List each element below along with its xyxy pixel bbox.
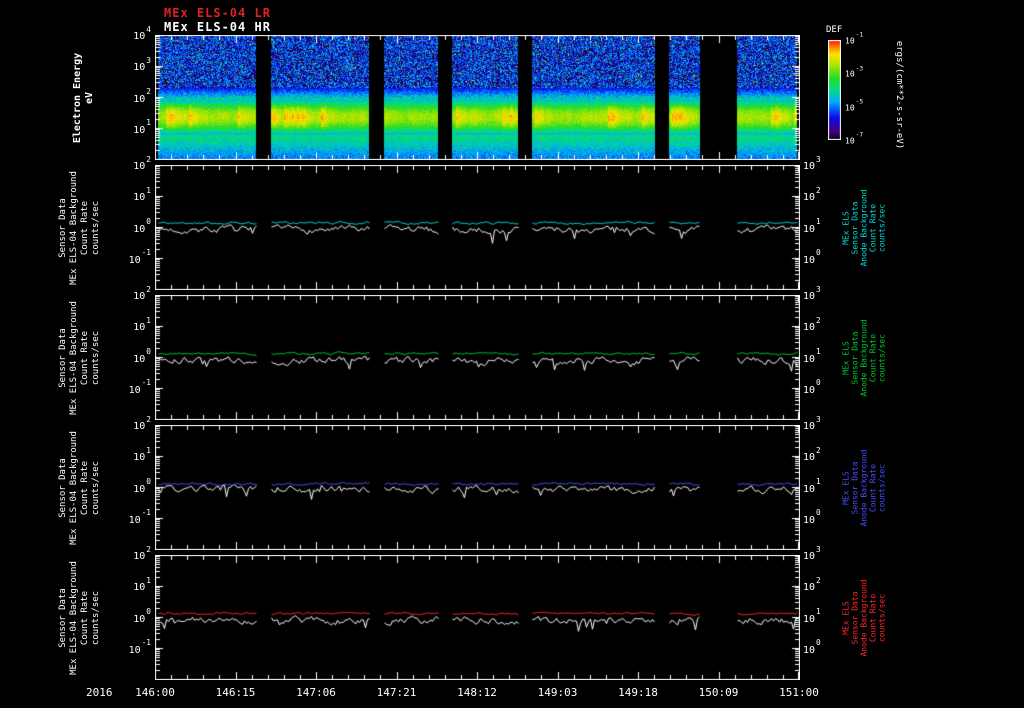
- x-axis-tick-label: 149:03: [537, 686, 578, 699]
- panel3-left-tick-label: 100: [133, 476, 151, 495]
- x-axis-tick-label: 147:06: [296, 686, 336, 699]
- panel1-right-axis-label: MEx ELS Sensor Data Anode Background Count …: [841, 188, 887, 267]
- plot-title-hr: MEx ELS-04 HR: [164, 20, 271, 34]
- panel1-right-tick-label: 101: [803, 216, 821, 235]
- panel1-left-axis-label: Sensor Data MEx ELS-04 Background Count Ra…: [58, 170, 101, 285]
- colorbar-unit-label: ergs/(cm**2-s-sr-eV): [894, 40, 904, 150]
- panel2-left-axis-label: Sensor Data MEx ELS-04 Background Count Ra…: [58, 300, 101, 415]
- panel3-right-tick-label: 100: [803, 508, 821, 526]
- plot-title-lr: MEx ELS-04 LR: [164, 6, 271, 20]
- spectrogram-ytick-label: 102: [133, 86, 151, 105]
- panel1-left-tick-label: 100: [133, 216, 151, 235]
- spectrogram-ytick-label: 104: [133, 24, 151, 43]
- panel2-right-tick-label: 100: [803, 378, 821, 396]
- panel3-left-tick-label: 102: [133, 414, 151, 433]
- panel4-left-tick-label: 101: [133, 575, 151, 594]
- panel4-left-tick-label: 100: [133, 606, 151, 625]
- panel2-left-tick-label: 101: [133, 315, 151, 334]
- panel4-right-tick-label: 101: [803, 606, 821, 625]
- x-axis-tick-label: 151:00: [779, 686, 819, 699]
- panel2-right-tick-label: 102: [803, 315, 821, 334]
- panel2-right-tick-label: 101: [803, 346, 821, 365]
- x-axis-tick-label: 149:18: [618, 686, 658, 699]
- panel3-left-axis-label: Sensor Data MEx ELS-04 Background Count Ra…: [58, 430, 101, 545]
- panel2-right-tick-label: 103: [803, 284, 821, 303]
- colorbar-title: DEF: [826, 25, 843, 35]
- line-panel-canvas-1: [155, 165, 800, 290]
- x-axis-year-label: 2016: [86, 686, 113, 699]
- panel3-right-tick-label: 102: [803, 445, 821, 464]
- colorbar-tick-label: 10-3: [845, 65, 864, 79]
- x-axis-tick-label: 148:12: [457, 686, 497, 699]
- colorbar-tick-label: 10-7: [845, 131, 864, 146]
- panel4-right-tick-label: 102: [803, 575, 821, 594]
- line-panel-canvas-3: [155, 425, 800, 550]
- panel4-right-tick-label: 100: [803, 638, 821, 656]
- line-panel-canvas-2: [155, 295, 800, 420]
- spectrogram-canvas: [155, 35, 800, 160]
- panel2-left-tick-label: 102: [133, 284, 151, 303]
- x-axis-tick-label: 150:09: [698, 686, 739, 699]
- panel2-left-tick-label: 10-1: [128, 378, 151, 396]
- panel4-left-tick-label: 10-1: [128, 638, 151, 656]
- panel1-right-tick-label: 103: [803, 154, 821, 173]
- panel4-right-axis-label: MEx ELS Sensor Data Anode Background Count …: [841, 578, 887, 657]
- colorbar-tick-label: 10-1: [845, 31, 864, 46]
- panel4-left-tick-label: 102: [133, 544, 151, 563]
- panel1-right-tick-label: 100: [803, 248, 821, 266]
- spectrogram-ylabel: Electron Energy eV: [72, 52, 95, 143]
- spectrogram-ytick-label: 103: [133, 55, 151, 74]
- panel2-right-axis-label: MEx ELS Sensor Data Anode Background Count …: [841, 318, 887, 397]
- panel3-left-tick-label: 101: [133, 445, 151, 464]
- panel4-left-axis-label: Sensor Data MEx ELS-04 Background Count Ra…: [58, 560, 101, 675]
- line-panel-canvas-4: [155, 555, 800, 680]
- panel1-left-tick-label: 102: [133, 154, 151, 173]
- panel4-right-tick-label: 103: [803, 544, 821, 563]
- x-axis-tick-label: 146:15: [215, 686, 256, 699]
- panel1-left-tick-label: 101: [133, 185, 151, 204]
- panel3-left-tick-label: 10-1: [128, 508, 151, 526]
- colorbar-tick-label: 10-5: [845, 98, 864, 112]
- spectrogram-ytick-label: 101: [133, 118, 151, 136]
- panel1-right-tick-label: 102: [803, 185, 821, 204]
- panel1-left-tick-label: 10-1: [128, 248, 151, 266]
- colorbar-canvas: [828, 40, 841, 140]
- x-axis-tick-label: 147:21: [376, 686, 417, 699]
- x-axis-tick-label: 146:00: [135, 686, 175, 699]
- panel3-right-tick-label: 103: [803, 414, 821, 433]
- panel3-right-tick-label: 101: [803, 476, 821, 495]
- panel3-right-axis-label: MEx ELS Sensor Data Anode Background Count …: [841, 448, 887, 527]
- panel2-left-tick-label: 100: [133, 346, 151, 365]
